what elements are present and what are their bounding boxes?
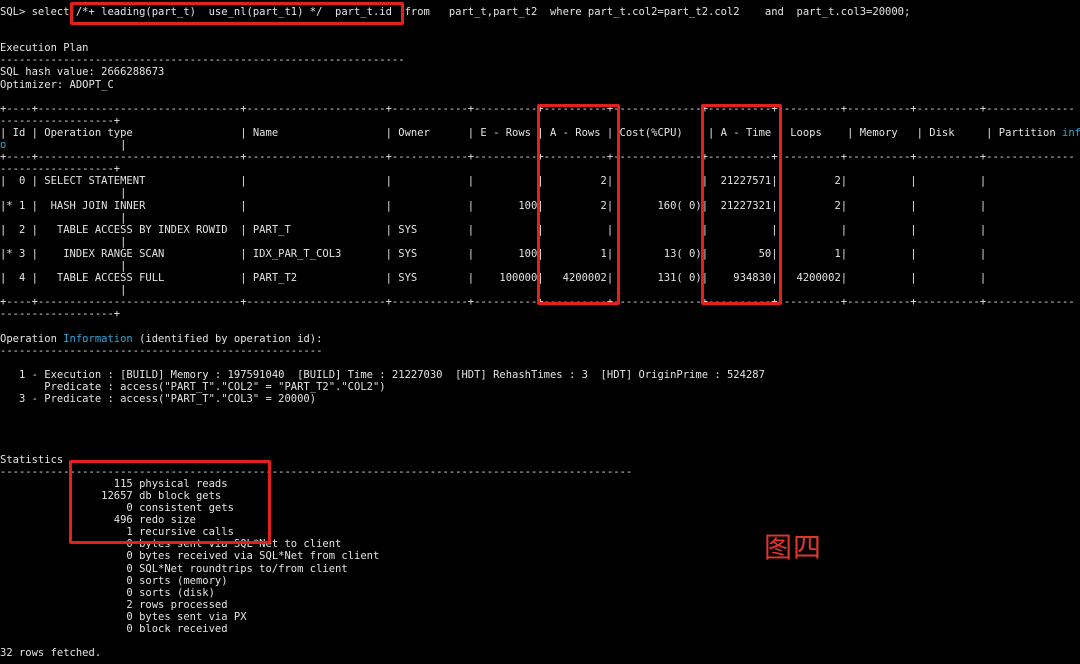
terminal-line: Execution Plan [0,42,405,54]
terminal-line: ----------------------------------------… [0,54,405,66]
terminal-line: SQL> select /*+ leading(part_t) use_nl(p… [0,6,910,18]
terminal-line: Statistics [0,454,632,466]
terminal-line: 2 rows processed [0,599,632,611]
terminal-line: | 2 | TABLE ACCESS BY INDEX ROWID | PART… [0,224,1080,236]
terminal-line: 115 physical reads [0,478,632,490]
text-block: 1 - Execution : [BUILD] Memory : 1975910… [0,369,765,405]
terminal-line: | [0,187,1080,199]
text: | [0,260,127,273]
text: ----------------------------------------… [0,54,405,67]
terminal-line: o | [0,139,1080,151]
terminal-line: | [0,236,1080,248]
terminal-line: 1 recursive calls [0,526,632,538]
text: 32 rows fetched. [0,647,102,660]
terminal-line: 12657 db block gets [0,490,632,502]
terminal-line: 0 bytes sent via PX [0,611,632,623]
text: ------------------+ [0,163,121,176]
text: inf [1062,126,1080,139]
text-block: Statistics ------------------------------… [0,454,632,635]
text: | [0,187,127,200]
text: 496 redo size [0,514,196,527]
text: | [0,211,127,224]
text: |* 1 | HASH JOIN INNER | | | 100| 2| 160… [0,199,987,212]
text: 1 - Execution : [BUILD] Memory : 1975910… [0,369,765,381]
text: 0 SQL*Net roundtrips to/from client [0,562,348,575]
terminal-line: | [0,212,1080,224]
terminal-line: | 0 | SELECT STATEMENT | | | | 2| | 2122… [0,175,1080,187]
terminal-line: 1 - Execution : [BUILD] Memory : 1975910… [0,369,765,381]
text: Optimizer: ADOPT_C [0,78,114,91]
annotation: 图四 [764,531,823,564]
terminal-line: ------------------+ [0,163,1080,175]
text: (identified by operation id): [132,332,323,345]
text: Execution Plan [0,42,89,55]
terminal-line: 3 - Predicate : access("PART_T"."COL3" =… [0,393,765,405]
highlight-box [537,104,620,305]
terminal-line: 0 bytes received via SQL*Net from client [0,550,632,562]
text-block: 32 rows fetched. [0,647,101,659]
terminal-line: ------------------+ [0,308,1080,320]
text: ------------------+ [0,308,121,321]
text-block: Operation Information (identified by ope… [0,333,322,357]
terminal-line: |* 1 | HASH JOIN INNER | | | 100| 2| 160… [0,200,1080,212]
text: Statistics [0,453,64,466]
text-block: Execution Plan --------------------------… [0,42,405,90]
text: 0 block received [0,623,228,635]
text: 115 physical reads [0,477,228,490]
terminal-line: 496 redo size [0,514,632,526]
terminal-line: Predicate : access("PART_T"."COL2" = "PA… [0,381,765,393]
terminal-line: 0 sorts (memory) [0,575,632,587]
text: Information [63,332,133,345]
terminal-line: ----------------------------------------… [0,466,632,478]
terminal-line: 0 sorts (disk) [0,587,632,599]
text: 0 consistent gets [0,502,234,515]
terminal-line: | [0,260,1080,272]
terminal-line: ------------------+ [0,115,1080,127]
text: 0 bytes received via SQL*Net from client [0,550,380,563]
terminal-line: | 4 | TABLE ACCESS FULL | PART_T2 | SYS … [0,272,1080,284]
text: ------------------+ [0,114,121,127]
text: 2 rows processed [0,598,228,611]
text: ----------------------------------------… [0,344,323,357]
text: Operation [0,332,64,345]
highlight-box [70,2,404,25]
highlight-box [701,104,782,305]
terminal-line: 0 consistent gets [0,502,632,514]
text: 0 bytes sent via PX [0,610,247,623]
text: ----------------------------------------… [0,465,633,478]
text: SQL> select /*+ leading(part_t) use_nl(p… [0,6,911,18]
text: 12657 db block gets [0,489,222,502]
terminal-line: Optimizer: ADOPT_C [0,79,405,91]
terminal-line: ----------------------------------------… [0,345,322,357]
text: | [6,139,127,152]
terminal-line: | [0,284,1080,296]
text: 0 sorts (disk) [0,586,215,599]
text: |* 3 | INDEX RANGE SCAN | IDX_PAR_T_COL3… [0,247,987,260]
text: 3 - Predicate : access("PART_T"."COL3" =… [0,393,317,406]
text: | 4 | TABLE ACCESS FULL | PART_T2 | SYS … [0,272,987,285]
text: o [0,139,7,152]
terminal-line: 32 rows fetched. [0,647,101,659]
text: | [0,235,127,248]
text: Predicate : access("PART_T"."COL2" = "PA… [0,381,386,394]
highlight-box [69,460,271,544]
text: | [0,284,127,297]
text: 0 sorts (memory) [0,574,228,587]
text: SQL hash value: 2666288673 [0,66,165,79]
text: 1 recursive calls [0,526,234,539]
terminal-line: Operation Information (identified by ope… [0,333,322,345]
terminal-line: 0 block received [0,623,632,635]
text: | 2 | TABLE ACCESS BY INDEX ROWID | PART… [0,223,987,236]
terminal-line: 0 SQL*Net roundtrips to/from client [0,563,632,575]
text: | Id | Operation type | Name | Owner | E… [0,126,1063,139]
text: | 0 | SELECT STATEMENT | | | | 2| | 2122… [0,175,987,188]
text-block: SQL> select /*+ leading(part_t) use_nl(p… [0,6,910,18]
terminal-line: SQL hash value: 2666288673 [0,66,405,78]
